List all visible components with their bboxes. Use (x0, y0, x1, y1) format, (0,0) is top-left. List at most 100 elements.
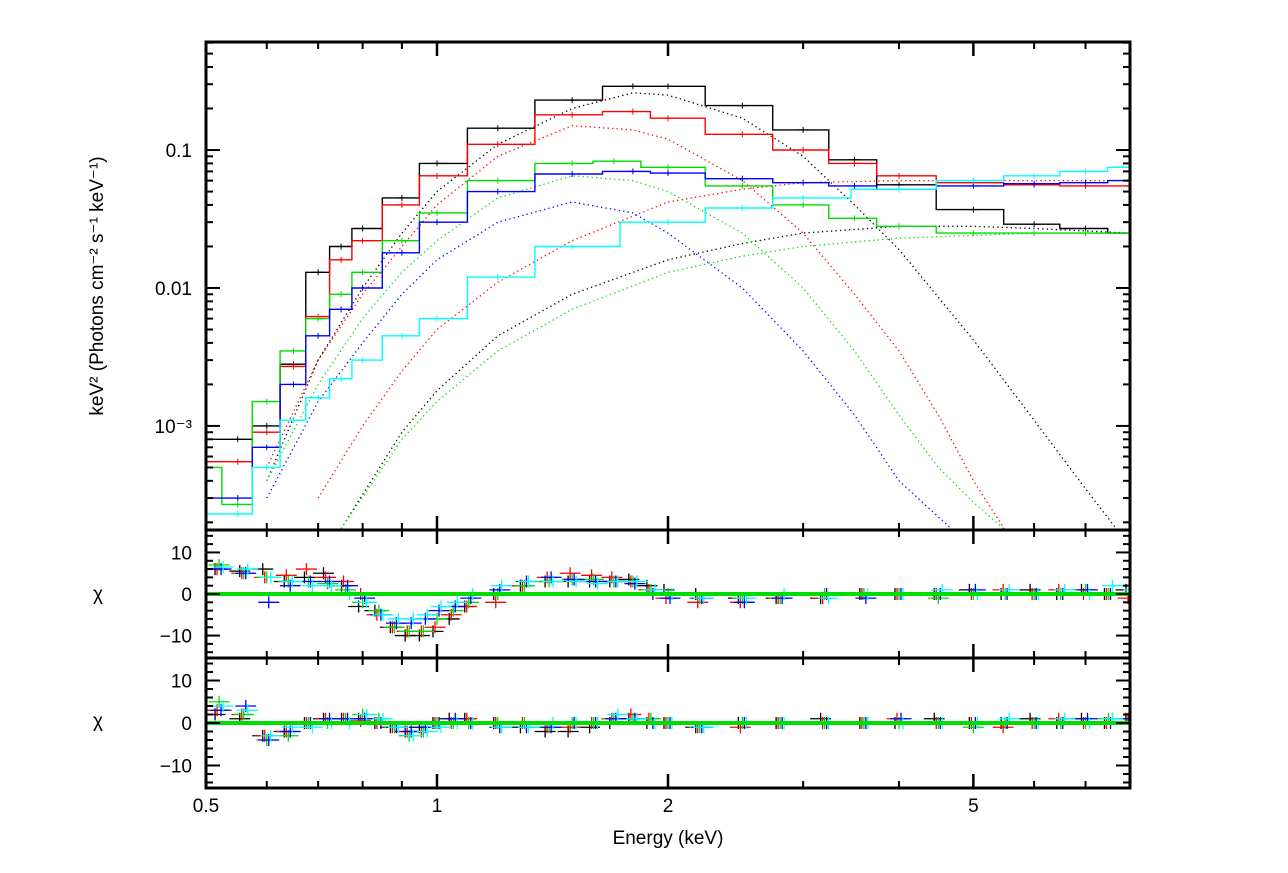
data-point-cross (893, 223, 905, 230)
data-point-cross (356, 284, 369, 291)
residual-cross (424, 621, 446, 634)
data-point-cross (566, 160, 579, 167)
data-point-cross (1079, 179, 1092, 186)
data-point-cross (431, 219, 443, 226)
data-point-cross (1028, 180, 1041, 187)
residual1-y-label: χ (93, 584, 103, 605)
data-point-cross (797, 201, 810, 208)
data-point-cross (260, 422, 273, 429)
residual2-y-label: χ (93, 711, 103, 732)
model-total-line (206, 170, 1130, 499)
residual-cross (491, 579, 513, 592)
residual-cross (372, 608, 394, 621)
data-point-cross (231, 495, 244, 502)
data-point-cross (395, 249, 408, 256)
residual-cross (275, 569, 297, 582)
data-point-cross (736, 131, 749, 138)
data-point-cross (662, 164, 674, 171)
data-point-cross (797, 179, 810, 186)
data-point-cross (1079, 168, 1092, 175)
data-point-cross (335, 375, 348, 382)
residual-cross (607, 708, 629, 721)
residual-cross (412, 625, 434, 638)
data-point-cross (206, 458, 212, 465)
data-point-cross (260, 444, 273, 451)
data-point-cross (431, 315, 443, 322)
residual-y-tick-label: 0 (181, 714, 192, 735)
data-point-cross (797, 126, 810, 133)
residual-cross (624, 577, 646, 590)
data-point-cross (260, 464, 273, 471)
residual-cross (321, 579, 342, 592)
residual-cross (585, 575, 607, 588)
y-tick-label: 0.1 (166, 141, 192, 162)
data-point-cross (395, 332, 408, 339)
data-point-cross (736, 102, 749, 109)
residual-cross (416, 725, 438, 738)
data-point-cross (491, 177, 504, 184)
data-point-cross (848, 182, 861, 189)
residual-cross (356, 708, 378, 721)
residual-cross (402, 729, 424, 742)
residual-cross (260, 729, 282, 742)
data-point-cross (287, 347, 300, 354)
residual-cross (446, 596, 468, 609)
data-point-cross (1028, 221, 1041, 228)
model-component-dotted-line (340, 225, 1130, 530)
data-point-cross (287, 363, 300, 370)
data-point-cross (626, 83, 639, 90)
data-point-cross (431, 160, 443, 167)
data-point-cross (335, 291, 348, 298)
data-point-cross (662, 115, 674, 122)
y-tick-label: 0.01 (155, 279, 192, 300)
residual-cross (210, 563, 232, 576)
residual-cross (587, 577, 609, 590)
data-point-cross (395, 201, 408, 208)
data-point-cross (491, 188, 504, 195)
data-point-cross (231, 458, 244, 465)
y-tick-label: 10⁻³ (155, 417, 193, 438)
data-point-cross (566, 243, 579, 250)
data-point-cross (662, 83, 674, 90)
data-point-cross (626, 108, 639, 115)
residual-cross (559, 567, 581, 580)
data-point-cross (662, 170, 674, 177)
data-point-cross (491, 141, 504, 148)
data-point-cross (566, 97, 579, 104)
data-point-cross (431, 209, 443, 216)
residual-cross (542, 575, 564, 588)
data-point-cross (797, 194, 810, 201)
data-point-cross (967, 206, 980, 213)
residual-cross (296, 563, 317, 576)
data-point-cross (848, 160, 861, 167)
residual-cross (565, 575, 587, 588)
data-point-cross (260, 398, 273, 405)
data-point-cross (736, 205, 749, 212)
data-point-cross (395, 194, 408, 201)
data-point-cross (1124, 164, 1130, 171)
residual-cross (1123, 589, 1130, 591)
x-tick-label: 0.5 (193, 796, 219, 817)
data-point-cross (736, 175, 749, 182)
data-point-cross (848, 215, 861, 222)
residual-cross (301, 579, 323, 592)
residual-cross (402, 612, 424, 625)
residual-cross (350, 714, 372, 727)
data-point-cross (1028, 172, 1041, 179)
data-point-cross (967, 230, 980, 237)
residual-cross (607, 575, 629, 588)
panel-frame (204, 40, 1132, 532)
data-point-cross (395, 237, 408, 244)
data-point-cross (736, 182, 749, 189)
residual-cross (317, 577, 338, 590)
residual-y-tick-label: 0 (181, 585, 192, 606)
data-point-cross (893, 172, 905, 179)
data-point-cross (1124, 182, 1130, 189)
model-total-line (206, 166, 1130, 515)
data-point-cross (967, 177, 980, 184)
residual-cross (212, 700, 234, 713)
data-point-cross (287, 381, 300, 388)
residual-cross (1121, 718, 1130, 720)
model-component-dotted-line (266, 175, 1006, 531)
residual-cross (626, 575, 648, 588)
